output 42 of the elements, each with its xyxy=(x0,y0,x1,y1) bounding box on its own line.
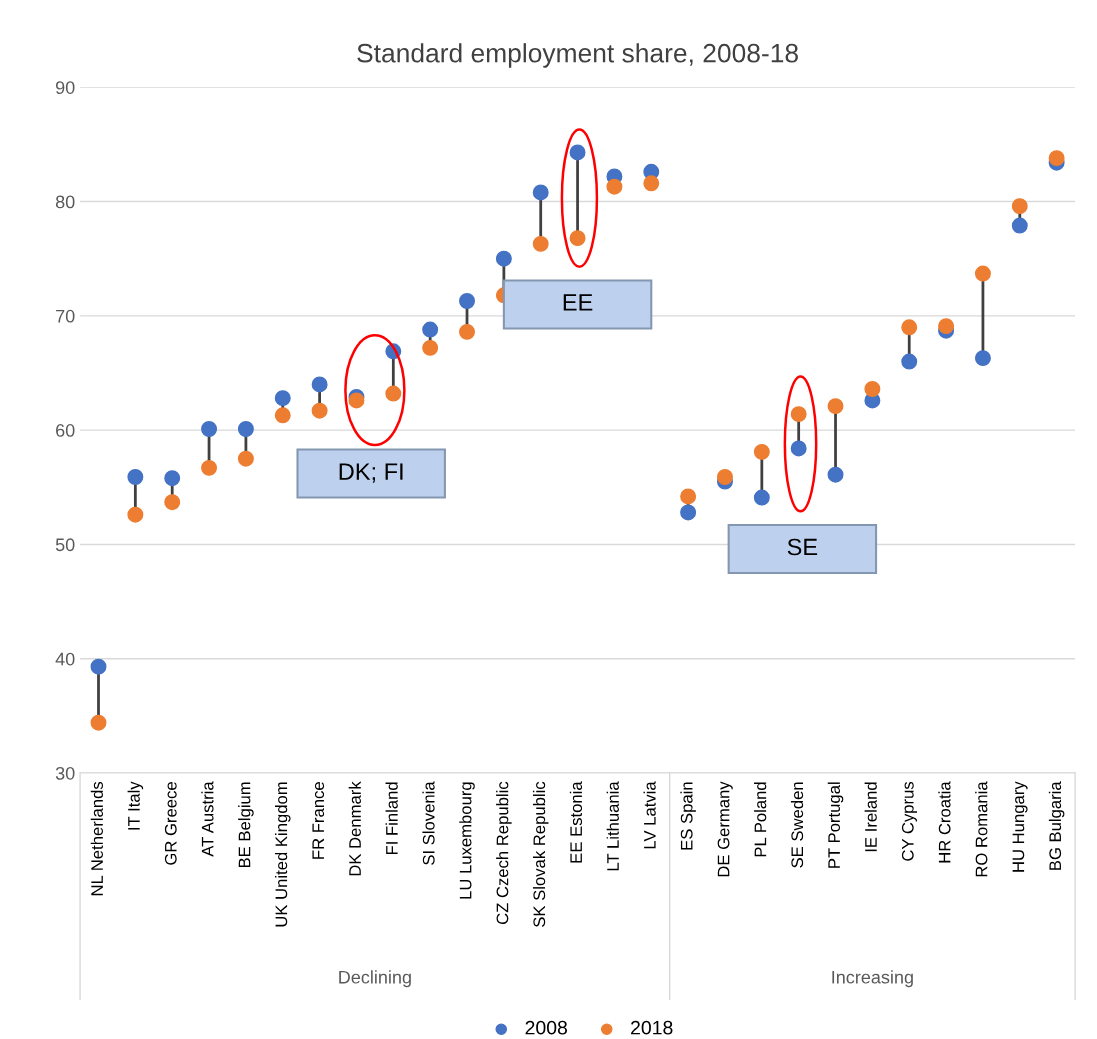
x-tick-label: ES Spain xyxy=(680,782,696,850)
x-tick-label: GR Greece xyxy=(164,782,177,865)
chart-title: Standard employment share, 2008-18 xyxy=(357,43,798,68)
x-tick-label: HR Croatia xyxy=(938,781,951,863)
x-tick-label: SE Sweden xyxy=(790,782,804,868)
x-tick-label: BG Bulgaria xyxy=(1048,781,1065,870)
x-tick-label: DK Denmark xyxy=(348,781,361,876)
x-tick-label: EE Estonia xyxy=(569,781,583,863)
x-tick-label: IT Italy xyxy=(127,781,144,830)
x-tick-label: SI Slovenia xyxy=(422,781,435,865)
legend-label: 2018 xyxy=(631,1020,673,1035)
x-tick-label: FR France xyxy=(312,782,325,859)
x-tick-label: IE Ireland xyxy=(864,782,877,852)
text: Increasing xyxy=(832,970,913,988)
x-tick-label: LU Luxembourg xyxy=(459,782,475,899)
y-tick-label: 30 xyxy=(55,766,75,780)
x-tick-label: BE Belgium xyxy=(238,782,254,868)
y-tick-label: 80 xyxy=(55,195,75,209)
y-tick-label: 90 xyxy=(55,81,75,94)
x-tick-label: SK Slovak Republic xyxy=(532,781,549,927)
x-tick-label: AT Austria xyxy=(201,781,214,857)
y-tick-label: 70 xyxy=(56,309,75,323)
y-tick-label: 60 xyxy=(56,424,75,437)
x-tick-label: LV Latvia xyxy=(643,781,656,849)
annotation: EE xyxy=(563,294,593,311)
legend-label: 2008 xyxy=(525,1020,568,1035)
x-tick-label: RO Romania xyxy=(975,781,988,877)
y-tick-label: 40 xyxy=(55,652,75,666)
y-tick-label: 50 xyxy=(55,538,75,552)
x-tick-label: PL Poland xyxy=(754,782,767,857)
x-tick-label: FI Finland xyxy=(385,782,398,855)
x-tick-label: PT Portugal xyxy=(827,782,844,868)
x-tick-label: CY Cyprus xyxy=(901,781,917,861)
x-tick-label: NL Netherlands xyxy=(90,781,103,896)
annotation: SE xyxy=(787,538,818,556)
annotation: DK; FI xyxy=(339,463,403,483)
x-tick-label: CZ Czech Republic xyxy=(496,781,512,925)
x-tick-label: LT Lithuania xyxy=(606,781,619,871)
x-tick-label: UK United Kingdom xyxy=(274,782,291,927)
x-tick-label: DE Germany xyxy=(717,781,733,877)
text: Declining xyxy=(339,970,411,988)
x-tick-label: HU Hungary xyxy=(1012,781,1028,872)
